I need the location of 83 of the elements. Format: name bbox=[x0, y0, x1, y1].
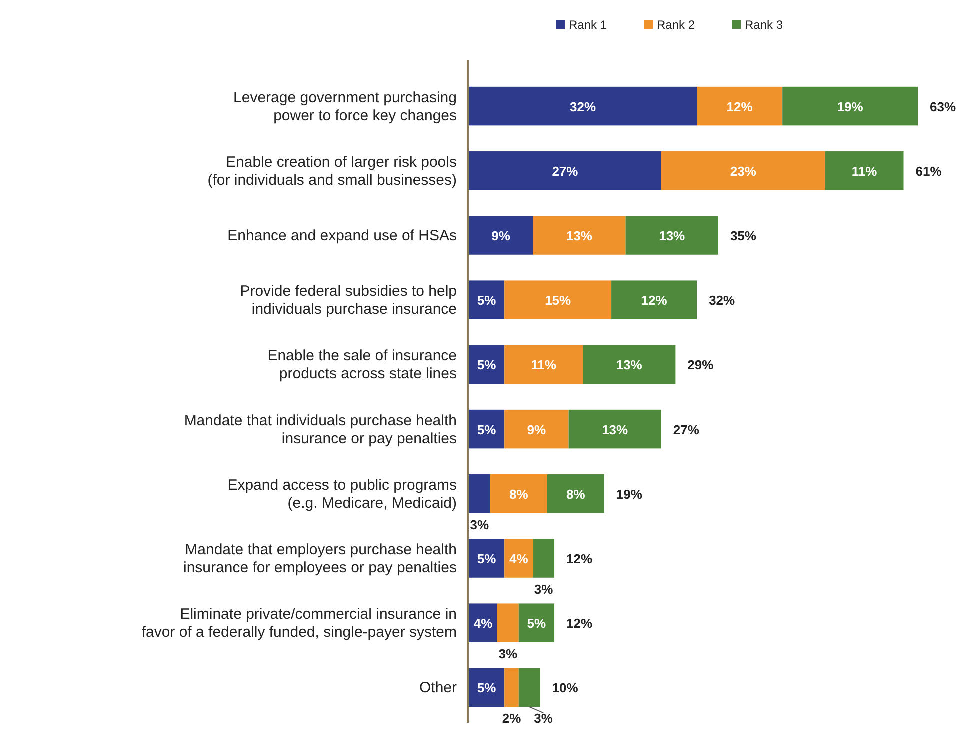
bar bbox=[568, 410, 662, 449]
bar bbox=[518, 604, 555, 642]
bar bbox=[825, 152, 904, 190]
data-label: 5% bbox=[527, 616, 547, 632]
bar bbox=[661, 152, 826, 190]
bar bbox=[469, 280, 505, 320]
y-tick-label: Enable creation of larger risk pools (for individuals and small businesses) bbox=[208, 154, 458, 189]
bar bbox=[498, 604, 519, 642]
data-label: 19% bbox=[837, 99, 864, 114]
bar bbox=[518, 668, 540, 708]
bar bbox=[469, 539, 505, 578]
data-label: 11% bbox=[531, 358, 557, 373]
bar bbox=[504, 410, 569, 449]
data-label: 23% bbox=[730, 164, 757, 179]
data-label: 32% bbox=[570, 99, 596, 114]
data-label: 12% bbox=[641, 293, 668, 308]
y-tick-label: Expand access to public programs (e.g. Medicare, Medicaid) bbox=[228, 476, 458, 512]
total-label: 32% bbox=[709, 293, 736, 308]
y-tick-label: Mandate that individuals purchase health insurance or pay penalties bbox=[184, 412, 457, 448]
total-label: 29% bbox=[688, 358, 714, 373]
total-label: 63% bbox=[930, 99, 956, 114]
data-label: 2% bbox=[502, 711, 522, 726]
y-tick-label: Mandate that employers purchase health insurance for employees or pay penalties bbox=[184, 542, 457, 576]
data-label: 13% bbox=[602, 422, 629, 438]
data-label: 3% bbox=[470, 517, 490, 532]
y-tick-label: Eliminate private/commercial insurance in favor of a federally funded, single-payer system bbox=[142, 606, 457, 642]
bar bbox=[626, 216, 718, 255]
legend-label: Rank 2 bbox=[657, 18, 696, 32]
legend-label: Rank 3 bbox=[745, 18, 784, 32]
bar bbox=[469, 152, 662, 190]
data-label: 5% bbox=[477, 358, 497, 373]
data-label: 8% bbox=[509, 486, 529, 502]
data-label: 3% bbox=[534, 582, 554, 597]
data-label: 4% bbox=[474, 616, 494, 632]
bar bbox=[504, 280, 612, 320]
total-label: 61% bbox=[916, 164, 942, 179]
data-label: 5% bbox=[477, 680, 497, 696]
data-label: 13% bbox=[616, 358, 643, 373]
y-tick-label: Provide federal subsidies to help individuals purchase insurance bbox=[240, 283, 457, 318]
bar bbox=[469, 345, 505, 384]
bar bbox=[697, 86, 783, 126]
data-label: 5% bbox=[477, 422, 497, 438]
bar bbox=[504, 668, 519, 708]
data-label: 12% bbox=[726, 99, 754, 114]
bar bbox=[547, 474, 604, 514]
bar bbox=[469, 474, 490, 514]
data-label: 9% bbox=[527, 422, 547, 438]
total-label: 12% bbox=[566, 552, 593, 566]
total-label: 12% bbox=[566, 616, 593, 632]
data-label: 11% bbox=[852, 164, 878, 179]
bar bbox=[469, 86, 698, 126]
bar bbox=[469, 668, 505, 708]
y-tick-label: Leverage government purchasing power to force key changes bbox=[234, 89, 457, 124]
data-label: 3% bbox=[534, 711, 554, 726]
total-label: 10% bbox=[552, 680, 579, 696]
bar bbox=[469, 410, 505, 449]
data-label: 13% bbox=[566, 228, 593, 244]
bar bbox=[612, 280, 698, 320]
data-label: 9% bbox=[492, 228, 511, 244]
data-label: 4% bbox=[509, 552, 529, 566]
bar bbox=[533, 216, 626, 255]
y-tick-label: Other bbox=[419, 680, 458, 697]
bar bbox=[469, 216, 534, 255]
bar bbox=[782, 86, 918, 126]
data-label: 13% bbox=[659, 228, 686, 244]
y-tick-label: Enable the sale of insurance products across state lines bbox=[268, 348, 457, 383]
total-label: 27% bbox=[673, 422, 700, 438]
bar bbox=[504, 345, 584, 384]
data-label: 3% bbox=[498, 646, 518, 662]
data-label: 27% bbox=[552, 164, 579, 179]
bar bbox=[583, 345, 676, 384]
legend-label: Rank 1 bbox=[569, 18, 608, 32]
bar bbox=[490, 474, 548, 514]
data-label: 15% bbox=[545, 293, 572, 308]
y-tick-label: Enhance and expand use of HSAs bbox=[228, 228, 457, 244]
data-label: 8% bbox=[566, 486, 586, 502]
data-label: 5% bbox=[477, 293, 497, 308]
bar bbox=[469, 604, 498, 642]
bar bbox=[504, 539, 534, 578]
total-label: 35% bbox=[730, 228, 757, 244]
data-label: 5% bbox=[477, 552, 497, 566]
total-label: 19% bbox=[616, 486, 643, 502]
bar bbox=[533, 539, 555, 578]
